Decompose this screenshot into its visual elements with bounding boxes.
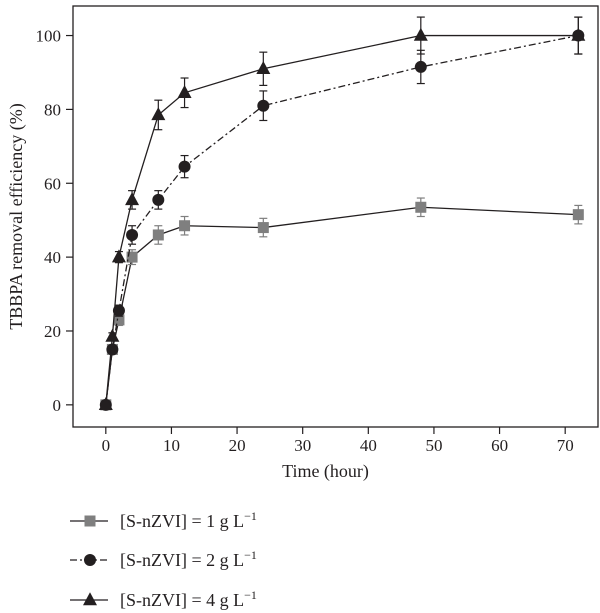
x-tick-label: 70 [557,436,574,455]
data-point [106,343,119,356]
legend-item-2: [S-nZVI] = 2 g L−1 [70,548,257,570]
data-point [572,209,584,221]
series-line [105,206,579,405]
x-tick-label: 20 [229,436,246,455]
x-tick-label: 40 [360,436,377,455]
data-point [126,228,139,241]
x-tick-label: 30 [294,436,311,455]
legend-item-3: [S-nZVI] = 4 g L−1 [70,588,257,610]
data-point [152,193,165,206]
legend-marker [84,554,96,566]
series-line [105,34,579,405]
y-tick-label: 0 [53,396,62,415]
legend-marker [84,515,96,527]
plot-frame [72,5,599,428]
data-point [113,314,125,326]
data-point [126,251,138,263]
x-tick-label: 10 [163,436,180,455]
data-point [98,397,113,411]
series-layer [98,16,586,411]
data-point [105,328,120,342]
data-point [152,229,164,241]
data-point [112,304,125,317]
data-point [415,201,427,213]
y-tick-label: 20 [44,322,61,341]
data-point [257,99,270,112]
x-tick-label: 50 [425,436,442,455]
series-line [105,34,579,405]
y-tick-label: 60 [44,174,61,193]
data-point [257,222,269,234]
legend-label: [S-nZVI] = 1 g L−1 [120,509,257,531]
data-point [111,249,126,263]
data-point [178,160,191,173]
x-axis-title: Time (hour) [282,461,369,482]
data-point [413,27,428,41]
data-point [177,84,192,98]
legend: [S-nZVI] = 1 g L−1 [S-nZVI] = 2 g L−1 [S-n… [70,509,257,610]
data-point [179,220,191,232]
series-1 [100,197,584,411]
series-3 [98,16,586,411]
y-tick-label: 80 [44,100,61,119]
legend-label: [S-nZVI] = 4 g L−1 [120,588,257,610]
series-2 [99,16,585,411]
data-point [571,27,586,41]
data-point [414,60,427,73]
legend-label: [S-nZVI] = 2 g L−1 [120,548,257,570]
data-point [151,107,166,121]
y-axis-title: TBBPA removal efficiency (%) [6,103,27,329]
axes: 0 10 20 30 40 50 60 70 0 20 40 60 80 100 Time (hour) TB… [6,5,599,482]
x-tick-label: 60 [491,436,508,455]
x-tick-label: 0 [102,436,111,455]
y-tick-label: 40 [44,248,61,267]
data-point [125,192,140,206]
legend-marker [83,592,97,606]
legend-item-1: [S-nZVI] = 1 g L−1 [70,509,257,531]
data-point [256,60,271,74]
y-tick-label: 100 [36,27,62,46]
